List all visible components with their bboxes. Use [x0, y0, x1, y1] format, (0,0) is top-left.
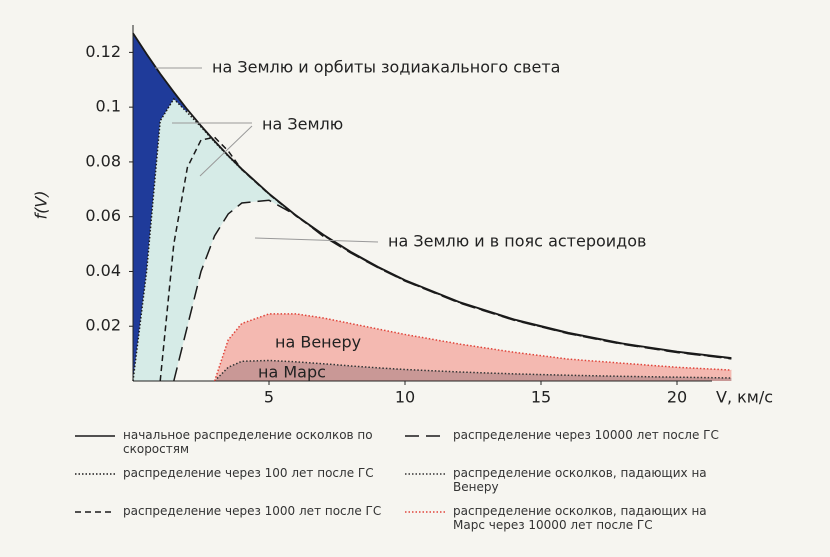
legend-label: распределение осколков, падающих на Вене… — [453, 466, 707, 494]
legend-item: начальное распределение осколков по скор… — [75, 428, 405, 466]
annotation: на Землю — [262, 115, 343, 134]
legend-item: распределение через 100 лет после ГС — [75, 466, 405, 504]
region-fill — [214, 313, 732, 381]
y-tick-label: 0.12 — [85, 42, 121, 61]
annotation: на Землю и в пояс астероидов — [388, 232, 646, 251]
leader-line — [254, 237, 379, 243]
region-fill — [133, 98, 324, 381]
legend-swatch — [405, 511, 445, 513]
x-tick-label: 20 — [667, 388, 687, 407]
legend-label: начальное распределение осколков по скор… — [123, 428, 373, 456]
legend-swatch — [405, 435, 445, 437]
legend-item: распределение осколков, падающих на Вене… — [405, 466, 765, 504]
y-tick-label: 0.06 — [85, 206, 121, 225]
y-tick-label: 0.08 — [85, 151, 121, 170]
region-fill — [214, 360, 732, 381]
legend-label: распределение через 10000 лет после ГС — [453, 428, 719, 442]
series-line — [173, 199, 732, 382]
x-tick-label: 10 — [395, 388, 415, 407]
legend-item: распределение через 10000 лет после ГС — [405, 428, 765, 466]
y-tick-label: 0.04 — [85, 261, 121, 280]
legend-label: распределение через 1000 лет после ГС — [123, 504, 382, 518]
annotation: на Землю и орбиты зодиакального света — [212, 58, 560, 77]
annotation: на Венеру — [275, 333, 361, 352]
legend: начальное распределение осколков по скор… — [75, 428, 795, 548]
y-tick-label: 0.02 — [85, 316, 121, 335]
region-fill — [133, 33, 188, 381]
series-line — [213, 313, 732, 382]
legend-swatch — [75, 473, 115, 475]
annotation: на Марс — [258, 363, 326, 382]
chart: f(V) V, км/с 0.02 0.04 0.06 0.08 0.1 0.12 5 10 1… — [32, 25, 773, 407]
x-tick-label: 15 — [531, 388, 551, 407]
y-axis-label: f(V) — [32, 190, 51, 219]
legend-item: распределение осколков, падающих на Марс… — [405, 504, 765, 542]
legend-label: распределение через 100 лет после ГС — [123, 466, 374, 480]
legend-swatch — [75, 511, 115, 513]
legend-swatch — [405, 473, 445, 475]
x-tick-label: 5 — [264, 388, 274, 407]
leader-line — [199, 125, 253, 177]
legend-item: распределение через 1000 лет после ГС — [75, 504, 405, 542]
x-axis-label: V, км/с — [716, 388, 773, 407]
y-tick-label: 0.1 — [96, 97, 121, 116]
legend-label: распределение осколков, падающих на Марс… — [453, 504, 707, 532]
legend-swatch — [75, 435, 115, 437]
series-line — [214, 359, 732, 382]
